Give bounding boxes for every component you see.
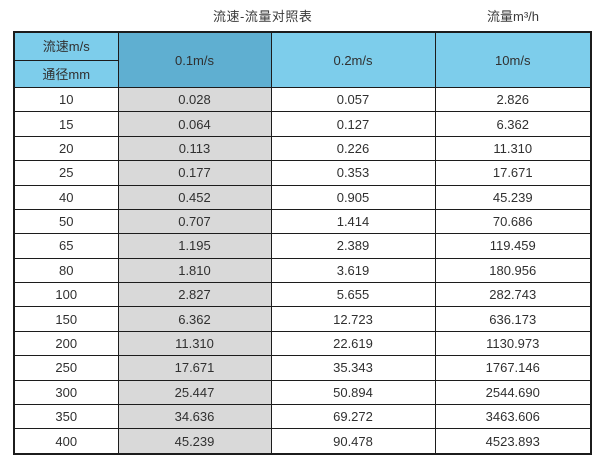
table-body: 10 0.028 0.057 2.826 15 0.064 0.127 6.362 20 0.11… xyxy=(13,86,592,455)
table-row: 15 0.064 0.127 6.362 xyxy=(13,111,592,137)
flow-value-10-cell: 1130.973 xyxy=(434,330,592,357)
flow-unit-label: 流量m³/h xyxy=(487,9,540,24)
diameter-cell: 10 xyxy=(13,86,119,113)
flow-value-0-1-cell: 2.827 xyxy=(117,281,272,308)
diameter-cell: 300 xyxy=(13,379,119,405)
flow-value-0-2-cell: 90.478 xyxy=(270,428,436,455)
flow-value-0-2-cell: 1.414 xyxy=(270,208,436,235)
flow-value-10-cell: 3463.606 xyxy=(434,403,592,430)
flow-value-10-cell: 11.310 xyxy=(434,135,592,162)
flow-value-0-2-cell: 5.655 xyxy=(270,281,436,308)
flow-value-0-1-cell: 1.810 xyxy=(117,257,272,284)
flow-value-0-1-cell: 0.113 xyxy=(117,135,272,162)
table-row: 10 0.028 0.057 2.826 xyxy=(13,86,592,113)
column-header-velocity-10: 10m/s xyxy=(434,31,592,88)
diameter-cell: 150 xyxy=(13,306,119,332)
flow-value-10-cell: 70.686 xyxy=(434,208,592,235)
table-row: 65 1.195 2.389 119.459 xyxy=(13,233,592,259)
flow-value-10-cell: 6.362 xyxy=(434,111,592,137)
flow-value-0-2-cell: 35.343 xyxy=(270,355,436,381)
flow-value-0-2-cell: 3.619 xyxy=(270,257,436,284)
table-row: 20 0.113 0.226 11.310 xyxy=(13,135,592,162)
table-row: 50 0.707 1.414 70.686 xyxy=(13,208,592,235)
table-row: 40 0.452 0.905 45.239 xyxy=(13,184,592,210)
flow-value-10-cell: 282.743 xyxy=(434,281,592,308)
diameter-cell: 20 xyxy=(13,135,119,162)
flow-value-0-1-cell: 6.362 xyxy=(117,306,272,332)
table-row: 200 11.310 22.619 1130.973 xyxy=(13,330,592,357)
diameter-cell: 40 xyxy=(13,184,119,210)
flow-value-0-1-cell: 34.636 xyxy=(117,403,272,430)
diameter-axis-label: 通径mm xyxy=(13,60,119,88)
flow-value-0-2-cell: 22.619 xyxy=(270,330,436,357)
header-row-top: 流速m/s 0.1m/s 0.2m/s 10m/s xyxy=(13,31,592,88)
diameter-cell: 250 xyxy=(13,355,119,381)
flow-value-0-1-cell: 45.239 xyxy=(117,428,272,455)
diameter-cell: 50 xyxy=(13,208,119,235)
flow-value-0-2-cell: 0.057 xyxy=(270,86,436,113)
flow-value-0-2-cell: 0.353 xyxy=(270,160,436,186)
flow-value-0-2-cell: 0.226 xyxy=(270,135,436,162)
flow-value-0-2-cell: 69.272 xyxy=(270,403,436,430)
table-row: 150 6.362 12.723 636.173 xyxy=(13,306,592,332)
flow-value-0-1-cell: 11.310 xyxy=(117,330,272,357)
flow-value-0-2-cell: 2.389 xyxy=(270,233,436,259)
column-header-velocity-0-1: 0.1m/s xyxy=(117,31,272,88)
velocity-axis-label: 流速m/s xyxy=(13,31,119,61)
table-row: 80 1.810 3.619 180.956 xyxy=(13,257,592,284)
table-row: 400 45.239 90.478 4523.893 xyxy=(13,428,592,455)
diameter-cell: 200 xyxy=(13,330,119,357)
flow-value-10-cell: 119.459 xyxy=(434,233,592,259)
flow-value-0-2-cell: 12.723 xyxy=(270,306,436,332)
flow-value-0-2-cell: 0.127 xyxy=(270,111,436,137)
flow-value-0-2-cell: 50.894 xyxy=(270,379,436,405)
table-row: 300 25.447 50.894 2544.690 xyxy=(13,379,592,405)
flow-value-0-1-cell: 0.064 xyxy=(117,111,272,137)
flow-value-0-2-cell: 0.905 xyxy=(270,184,436,210)
diameter-cell: 25 xyxy=(13,160,119,186)
table-row: 350 34.636 69.272 3463.606 xyxy=(13,403,592,430)
flow-value-10-cell: 180.956 xyxy=(434,257,592,284)
flow-value-0-1-cell: 0.707 xyxy=(117,208,272,235)
flow-value-0-1-cell: 0.452 xyxy=(117,184,272,210)
table-row: 100 2.827 5.655 282.743 xyxy=(13,281,592,308)
flow-rate-conversion-table: 流速m/s 0.1m/s 0.2m/s 10m/s 通径mm 10 0.028 0.… xyxy=(13,31,592,455)
table-row: 250 17.671 35.343 1767.146 xyxy=(13,355,592,381)
flow-value-10-cell: 4523.893 xyxy=(434,428,592,455)
flow-value-0-1-cell: 17.671 xyxy=(117,355,272,381)
diameter-cell: 100 xyxy=(13,281,119,308)
flow-value-0-1-cell: 1.195 xyxy=(117,233,272,259)
header-row-bottom: 通径mm xyxy=(13,60,591,88)
flow-value-10-cell: 636.173 xyxy=(434,306,592,332)
flow-value-10-cell: 45.239 xyxy=(434,184,592,210)
flow-value-0-1-cell: 0.177 xyxy=(117,160,272,186)
flow-value-10-cell: 17.671 xyxy=(434,160,592,186)
flow-value-0-1-cell: 0.028 xyxy=(117,86,272,113)
diameter-cell: 15 xyxy=(13,111,119,137)
table-row: 25 0.177 0.353 17.671 xyxy=(13,160,592,186)
flow-value-10-cell: 1767.146 xyxy=(434,355,592,381)
column-header-velocity-0-2: 0.2m/s xyxy=(270,31,436,88)
diameter-cell: 400 xyxy=(13,428,119,455)
diameter-cell: 65 xyxy=(13,233,119,259)
flow-value-10-cell: 2.826 xyxy=(434,86,592,113)
diameter-cell: 80 xyxy=(13,257,119,284)
flow-value-0-1-cell: 25.447 xyxy=(117,379,272,405)
diameter-cell: 350 xyxy=(13,403,119,430)
page-title: 流速-流量对照表 xyxy=(213,9,313,24)
flow-value-10-cell: 2544.690 xyxy=(434,379,592,405)
